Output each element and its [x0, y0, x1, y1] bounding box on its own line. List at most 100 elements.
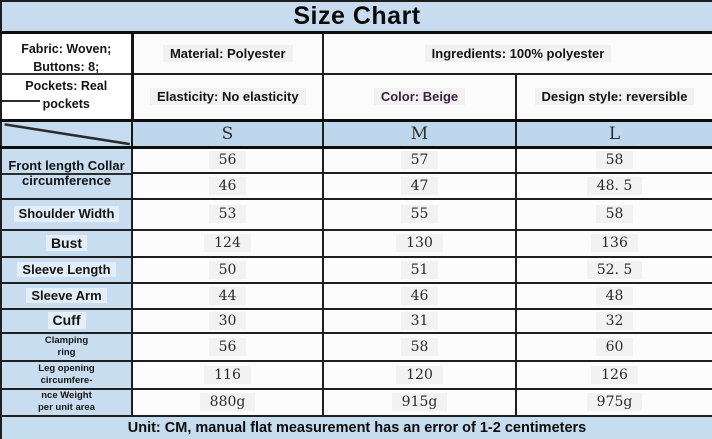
- size-value: 58: [595, 151, 634, 170]
- row-front-length: Front length Collar circumference 56 57 …: [0, 146, 712, 200]
- fabric-info-cell: Fabric: Woven; Buttons: 8; Pockets: Real…: [0, 31, 134, 122]
- diagonal-corner-cell: [0, 119, 133, 149]
- size-value: 30: [208, 311, 247, 330]
- size-header-l: L: [514, 119, 712, 149]
- size-value: 56: [208, 337, 247, 356]
- row-label-sleeve-arm: Sleeve Arm: [0, 281, 133, 310]
- color-cell: Color: Beige: [322, 72, 517, 122]
- row-clamping-ring: Clamping ring 56 58 60: [0, 331, 712, 362]
- ingredients-cell: Ingredients: 100% polyester: [321, 31, 712, 75]
- row-label-sleeve-length: Sleeve Length: [0, 255, 133, 284]
- label-line: Cuff: [47, 312, 86, 329]
- size-value: 56: [208, 151, 247, 170]
- value-cell: 46: [131, 171, 324, 200]
- value-cell: 58: [322, 331, 517, 362]
- value-cell: 120: [322, 359, 517, 390]
- size-value: 50: [208, 260, 247, 279]
- value-cell: 56: [131, 146, 324, 174]
- size-header-m: M: [322, 119, 517, 149]
- value-cell: 124: [131, 228, 324, 258]
- label-line: Sleeve Length: [17, 261, 116, 278]
- value-cell: 46: [322, 281, 517, 310]
- row-label-shoulder-width: Shoulder Width: [0, 197, 133, 231]
- value-cell: 52. 5: [514, 255, 712, 284]
- footer-row: Unit: CM, manual flat measurement has an…: [0, 414, 712, 439]
- size-value: 136: [591, 234, 638, 252]
- size-value: 52. 5: [586, 260, 643, 279]
- size-value: 58: [595, 205, 634, 223]
- row-label-leg-opening: Leg opening circumfere-: [0, 359, 133, 390]
- label-line: Front length Collar: [8, 157, 125, 173]
- size-value: 60: [595, 337, 634, 356]
- row-divider-line: [3, 173, 130, 176]
- size-value: 880g: [199, 393, 256, 411]
- row-leg-opening: Leg opening circumfere- 116 120 126: [0, 359, 712, 390]
- row-label-clamping-ring: Clamping ring: [0, 331, 133, 362]
- value-cell: 116: [131, 359, 324, 390]
- value-cell: 60: [514, 331, 712, 362]
- size-value: 51: [400, 260, 439, 279]
- value-cell: 44: [131, 281, 324, 310]
- row-shoulder-width: Shoulder Width 53 55 58: [0, 197, 712, 231]
- size-value: 32: [595, 311, 634, 330]
- value-cell: 126: [514, 359, 712, 390]
- size-value: 120: [396, 365, 443, 384]
- color-text: Color: Beige: [373, 88, 466, 106]
- size-value: 31: [400, 311, 439, 330]
- size-value: 55: [400, 205, 439, 223]
- row-sleeve-arm: Sleeve Arm 44 46 48: [0, 281, 712, 310]
- size-value: 47: [400, 176, 439, 195]
- size-value: 975g: [586, 393, 643, 411]
- size-value: 48: [595, 286, 634, 305]
- size-value: 915g: [391, 393, 448, 411]
- material-text: Material: Polyester: [162, 44, 293, 62]
- row-label-front-length-collar: Front length Collar circumference: [0, 146, 133, 200]
- pockets-line-2: pockets: [42, 96, 90, 111]
- value-cell: 58: [514, 146, 712, 174]
- value-cell: 136: [514, 228, 712, 258]
- size-value: 53: [208, 205, 247, 223]
- elasticity-text: Elasticity: No elasticity: [149, 88, 306, 106]
- size-value: 44: [208, 286, 247, 305]
- design-style-cell: Design style: reversible: [514, 72, 712, 122]
- size-value: 58: [400, 337, 439, 356]
- value-cell: 30: [131, 307, 324, 334]
- row-label-cuff: Cuff: [0, 307, 133, 334]
- unit-note: Unit: CM, manual flat measurement has an…: [0, 414, 712, 439]
- ingredients-text: Ingredients: 100% polyester: [424, 44, 612, 62]
- row-sleeve-length: Sleeve Length 50 51 52. 5: [0, 255, 712, 284]
- value-cell: 50: [131, 255, 324, 284]
- size-value: 57: [400, 151, 439, 170]
- size-value: 124: [204, 234, 251, 252]
- value-cell: 57: [322, 146, 517, 174]
- label-line: Sleeve Arm: [26, 287, 107, 304]
- label-line: ring: [57, 346, 76, 358]
- value-cell: 975g: [514, 387, 712, 417]
- value-cell: 915g: [322, 387, 517, 417]
- size-value: 130: [396, 234, 443, 252]
- size-header-s: S: [131, 119, 324, 149]
- value-cell: 130: [322, 228, 517, 258]
- fabric-line: Fabric: Woven;: [21, 42, 112, 57]
- row-divider-line-short: [3, 100, 40, 103]
- diagonal-line-icon: [2, 122, 131, 146]
- size-header-row: S M L: [0, 119, 712, 149]
- value-cell: 47: [322, 171, 517, 200]
- label-line: per unit area: [37, 402, 96, 413]
- row-weight-per-unit-area: nce Weight per unit area 880g 915g 975g: [0, 387, 712, 417]
- value-cell: 56: [131, 331, 324, 362]
- size-value: 46: [400, 286, 439, 305]
- row-bust: Bust 124 130 136: [0, 228, 712, 258]
- value-cell: 58: [514, 197, 712, 231]
- buttons-line: Buttons: 8;: [33, 60, 100, 75]
- info-row-1: Fabric: Woven; Buttons: 8; Pockets: Real…: [0, 31, 712, 122]
- value-cell: 48: [514, 281, 712, 310]
- label-line: circumfere-: [40, 374, 93, 386]
- row-collar-circumference: 46 47 48. 5: [1, 171, 712, 200]
- label-line: Shoulder Width: [13, 206, 120, 222]
- size-value: 116: [204, 365, 251, 384]
- material-cell: Material: Polyester: [131, 31, 324, 75]
- value-cell: 53: [131, 197, 324, 231]
